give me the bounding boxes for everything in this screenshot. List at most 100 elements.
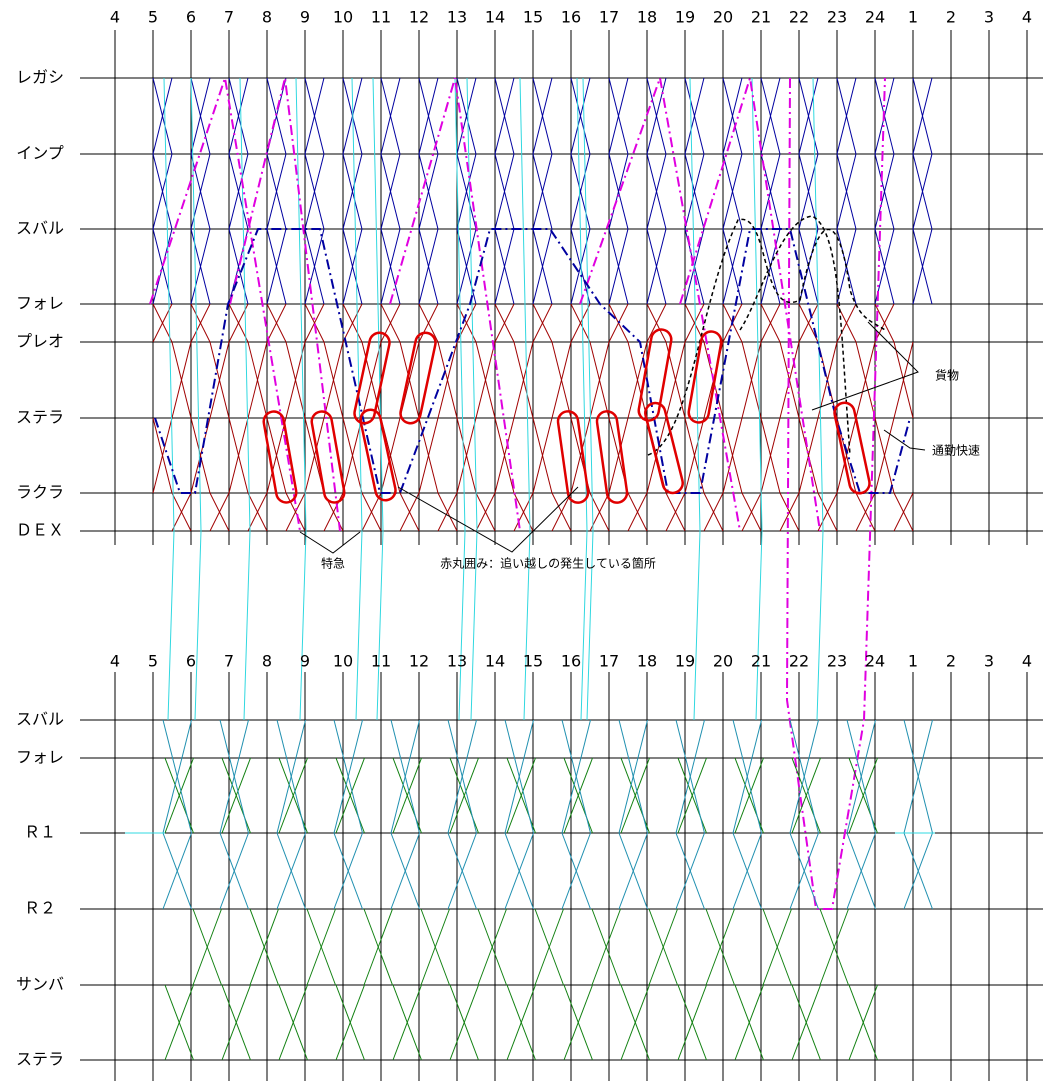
train: [418, 417, 439, 494]
train: [519, 77, 531, 721]
train: [561, 832, 591, 910]
train: [221, 984, 251, 1061]
train: [228, 77, 249, 155]
train: [333, 719, 363, 834]
train: [874, 153, 895, 230]
train: [618, 719, 648, 834]
train: [228, 417, 249, 494]
train: [855, 341, 876, 419]
train: [722, 153, 743, 230]
overtaking-oval: [399, 331, 437, 425]
train: [646, 303, 667, 343]
train: [836, 153, 857, 230]
train: [647, 218, 886, 456]
train: [506, 984, 536, 1061]
train: [912, 228, 933, 305]
hour-label: 5: [148, 652, 158, 671]
train: [532, 228, 553, 305]
train: [266, 153, 287, 230]
train: [791, 757, 821, 834]
train: [893, 492, 914, 532]
train: [627, 492, 648, 532]
train: [579, 74, 741, 532]
hour-label: 9: [300, 652, 310, 671]
train: [785, 77, 886, 910]
train: [646, 228, 667, 305]
train: [513, 341, 534, 419]
overtaking-oval: [556, 410, 590, 504]
train: [760, 303, 781, 343]
train: [494, 303, 515, 343]
train: [734, 984, 764, 1061]
train: [912, 77, 933, 155]
hour-label: 14: [485, 652, 505, 671]
train: [219, 832, 249, 910]
train: [171, 341, 192, 419]
station-label: ラクラ: [16, 483, 64, 502]
train: [570, 77, 591, 155]
train: [162, 719, 192, 834]
hour-label: 18: [637, 8, 657, 27]
train: [447, 719, 477, 834]
train: [534, 908, 564, 986]
train: [551, 492, 572, 532]
train: [164, 757, 194, 834]
train: [306, 908, 336, 986]
annotations: 特急 赤丸囲み：追い越しの発生している箇所 貨物 通勤快速: [299, 321, 980, 571]
train: [561, 719, 591, 834]
hour-label: 10: [333, 8, 353, 27]
train: [532, 303, 553, 343]
hour-label: 12: [409, 652, 429, 671]
train: [163, 77, 175, 721]
station-label: フォレ: [16, 294, 64, 313]
hour-label: 1: [908, 652, 918, 671]
train: [437, 492, 458, 532]
train: [285, 492, 306, 532]
hour-label: 16: [561, 8, 581, 27]
train: [162, 832, 192, 910]
train: [221, 757, 251, 834]
hour-label: 9: [300, 8, 310, 27]
hour-label: 18: [637, 652, 657, 671]
train: [608, 417, 629, 494]
station-label: プレオ: [16, 332, 64, 351]
train: [449, 984, 479, 1061]
train: [874, 303, 895, 343]
train: [363, 908, 393, 986]
hour-label: 4: [110, 652, 120, 671]
train: [576, 77, 588, 721]
hour-label: 23: [827, 8, 847, 27]
train: [791, 984, 821, 1061]
train: [494, 228, 515, 305]
train: [798, 417, 819, 494]
hour-label: 16: [561, 652, 581, 671]
train: [372, 77, 384, 721]
train: [454, 77, 466, 721]
station-label: ステラ: [16, 1050, 64, 1069]
train: [817, 492, 838, 532]
train: [618, 832, 648, 910]
train: [684, 417, 705, 494]
train: [504, 832, 534, 910]
train: [722, 77, 743, 155]
train: [732, 719, 762, 834]
train: [342, 153, 363, 230]
train: [351, 77, 363, 721]
train: [817, 341, 838, 419]
train: [304, 228, 325, 305]
station-label: ステラ: [16, 408, 64, 427]
train: [475, 492, 496, 532]
train: [608, 153, 629, 230]
train: [722, 417, 743, 494]
train: [762, 908, 792, 986]
overtaking-note: 赤丸囲み：追い越しの発生している箇所: [440, 556, 656, 571]
train: [760, 417, 781, 494]
train: [741, 492, 762, 532]
hour-label: 22: [789, 652, 809, 671]
train: [152, 228, 173, 305]
train: [570, 417, 591, 494]
station-label: スバル: [16, 710, 64, 729]
overtaking-oval: [833, 401, 871, 495]
overtaking-oval: [644, 401, 684, 495]
train: [494, 153, 515, 230]
